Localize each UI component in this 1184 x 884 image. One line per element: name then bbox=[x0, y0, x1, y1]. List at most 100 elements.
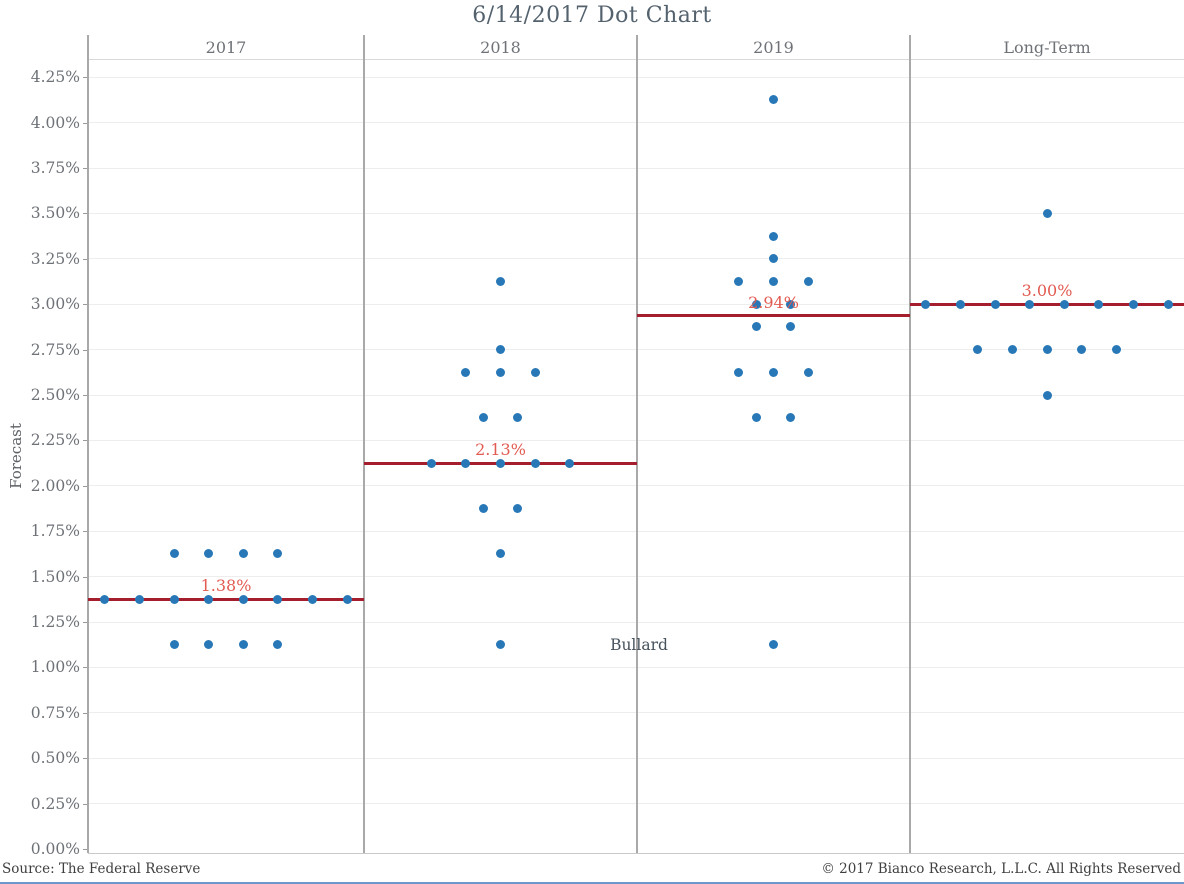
forecast-dot bbox=[1025, 299, 1035, 309]
forecast-dot bbox=[769, 640, 778, 650]
forecast-dot bbox=[786, 322, 796, 332]
forecast-dot bbox=[496, 640, 505, 650]
forecast-dot bbox=[734, 367, 744, 377]
forecast-dot bbox=[169, 549, 179, 559]
y-tick-mark bbox=[83, 531, 88, 533]
median-label: 2.13% bbox=[475, 440, 526, 460]
y-tick-mark bbox=[83, 440, 88, 442]
forecast-dot bbox=[273, 549, 283, 559]
forecast-dot bbox=[786, 299, 796, 309]
forecast-dot bbox=[803, 367, 813, 377]
median-line bbox=[88, 597, 364, 601]
forecast-dot bbox=[238, 594, 248, 604]
forecast-dot bbox=[513, 413, 523, 423]
y-tick-label: 1.50% bbox=[30, 567, 80, 586]
source-note: Source: The Federal Reserve bbox=[2, 861, 201, 877]
forecast-dot bbox=[204, 640, 214, 650]
forecast-dot bbox=[973, 345, 983, 355]
forecast-dot bbox=[769, 231, 778, 241]
forecast-dot bbox=[751, 413, 761, 423]
forecast-dot bbox=[496, 345, 505, 355]
y-tick-mark bbox=[83, 122, 88, 124]
forecast-dot bbox=[786, 413, 796, 423]
forecast-dot bbox=[496, 367, 505, 377]
median-label: 1.38% bbox=[200, 576, 252, 596]
forecast-dot bbox=[496, 277, 505, 286]
forecast-dot bbox=[769, 95, 778, 105]
forecast-dot bbox=[956, 299, 965, 309]
y-tick-label: 2.50% bbox=[30, 386, 80, 404]
y-tick-mark bbox=[83, 349, 88, 351]
forecast-dot bbox=[169, 640, 179, 650]
y-tick-mark bbox=[83, 712, 88, 714]
panel-divider bbox=[87, 35, 89, 853]
forecast-dot bbox=[342, 594, 352, 604]
forecast-dot bbox=[204, 549, 214, 559]
forecast-dot bbox=[1111, 345, 1121, 355]
bullard-annotation: Bullard bbox=[610, 635, 668, 654]
forecast-dot bbox=[238, 640, 248, 650]
forecast-dot bbox=[921, 299, 931, 309]
forecast-dot bbox=[1042, 390, 1052, 400]
forecast-dot bbox=[461, 458, 471, 468]
y-tick-mark bbox=[83, 304, 88, 306]
forecast-dot bbox=[1042, 345, 1052, 355]
forecast-dot bbox=[803, 277, 813, 286]
forecast-dot bbox=[238, 549, 248, 559]
median-label: 3.00% bbox=[1021, 281, 1073, 301]
y-tick-mark bbox=[83, 485, 88, 487]
forecast-dot bbox=[1042, 208, 1052, 218]
y-tick-label: 0.25% bbox=[30, 794, 80, 813]
forecast-dot bbox=[751, 299, 761, 309]
forecast-dot bbox=[751, 322, 761, 332]
y-tick-label: 0.00% bbox=[30, 840, 80, 858]
forecast-dot bbox=[496, 549, 505, 559]
forecast-dot bbox=[426, 458, 436, 468]
panel-divider bbox=[636, 35, 638, 853]
forecast-dot bbox=[478, 504, 488, 513]
forecast-dot bbox=[1129, 299, 1138, 309]
y-tick-label: 1.00% bbox=[30, 658, 80, 677]
y-tick-mark bbox=[83, 213, 88, 215]
forecast-dot bbox=[513, 504, 523, 513]
y-tick-mark bbox=[83, 395, 88, 396]
forecast-dot bbox=[769, 254, 778, 264]
forecast-dot bbox=[734, 277, 744, 286]
chart-title: 6/14/2017 Dot Chart bbox=[472, 3, 712, 28]
median-line bbox=[910, 302, 1184, 306]
y-tick-label: 2.75% bbox=[30, 340, 80, 359]
y-tick-mark bbox=[83, 849, 88, 850]
forecast-dot bbox=[308, 594, 317, 604]
forecast-dot bbox=[769, 277, 778, 286]
bottom-accent-bar bbox=[0, 882, 1184, 884]
y-tick-label: 0.75% bbox=[30, 703, 80, 722]
y-tick-mark bbox=[83, 576, 88, 578]
panel-header: 2018 bbox=[480, 38, 521, 57]
panel-divider bbox=[363, 35, 365, 853]
forecast-dot bbox=[100, 594, 110, 604]
plot-bottom-border bbox=[88, 853, 1184, 854]
y-tick-label: 3.75% bbox=[30, 159, 80, 177]
y-tick-label: 2.25% bbox=[30, 431, 80, 450]
forecast-dot bbox=[1163, 299, 1173, 309]
forecast-dot bbox=[990, 299, 1000, 309]
median-label: 2.94% bbox=[748, 292, 799, 312]
forecast-dot bbox=[1007, 345, 1017, 355]
forecast-dot bbox=[565, 458, 575, 468]
forecast-dot bbox=[1059, 299, 1069, 309]
forecast-dot bbox=[478, 413, 488, 423]
y-tick-label: 3.00% bbox=[30, 295, 80, 314]
forecast-dot bbox=[204, 594, 214, 604]
y-tick-mark bbox=[83, 803, 88, 805]
panel-header: Long-Term bbox=[1003, 38, 1091, 57]
panel-header: 2017 bbox=[205, 38, 247, 57]
forecast-dot bbox=[1077, 345, 1087, 355]
forecast-dot bbox=[496, 458, 505, 468]
forecast-dot bbox=[135, 594, 144, 604]
y-tick-label: 2.00% bbox=[30, 476, 80, 495]
y-tick-mark bbox=[83, 667, 88, 669]
median-line bbox=[637, 314, 910, 318]
y-tick-mark bbox=[83, 258, 88, 260]
y-tick-mark bbox=[83, 758, 88, 760]
